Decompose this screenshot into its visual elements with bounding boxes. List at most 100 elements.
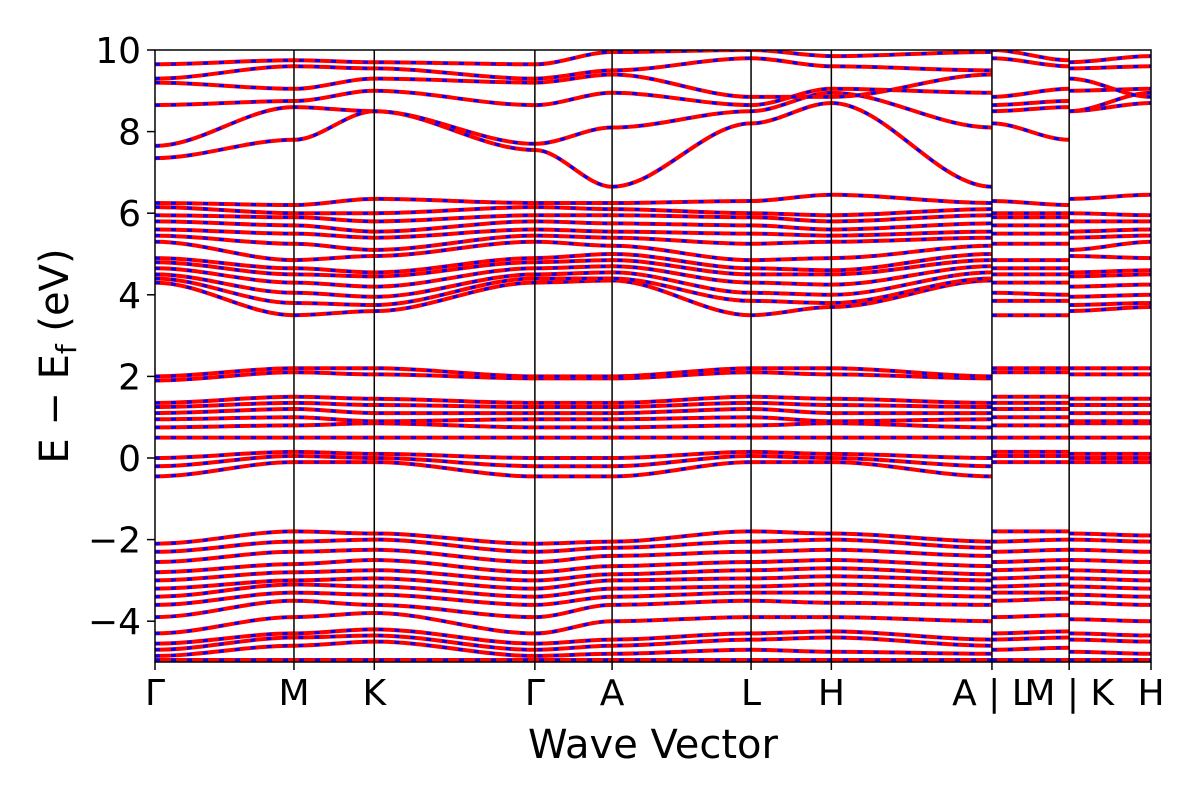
y-axis-title: E − Ef (eV) <box>32 248 83 463</box>
band-7-seg-2-red <box>1069 584 1151 591</box>
band-37-seg-2-red <box>1069 192 1151 201</box>
band-38-seg-0-red <box>155 100 992 189</box>
band-25-seg-0-red <box>155 278 992 318</box>
band-41-seg-1-red <box>991 86 1070 99</box>
band-8-seg-2-red <box>1069 576 1151 583</box>
band-32-seg-2-red <box>1069 239 1151 252</box>
band-11-seg-0-blue <box>155 548 992 564</box>
band-29-seg-2-red <box>1069 272 1151 279</box>
band-5-seg-0-red <box>155 598 992 620</box>
band-43-seg-2-red <box>1069 54 1151 65</box>
band-4-seg-0-red <box>155 610 992 636</box>
band-37-seg-1-red <box>991 199 1070 207</box>
band-1-seg-0-blue <box>155 640 992 658</box>
y-tick-label: 6 <box>118 194 141 235</box>
x-tick-label: H <box>1137 673 1164 714</box>
band-1-seg-2-red <box>1069 649 1151 656</box>
x-tick-label: A <box>600 673 625 714</box>
band-4-seg-2-red <box>1069 617 1151 624</box>
band-41-seg-0-blue <box>155 72 992 99</box>
band-11-seg-1-red <box>991 547 1070 554</box>
band-25-seg-0-blue <box>155 278 992 317</box>
y-tick-label: 8 <box>118 113 141 154</box>
band-36-seg-2-red <box>1069 211 1151 218</box>
band-39-seg-2-red <box>1069 90 1151 114</box>
y-tick-label: 4 <box>118 276 141 317</box>
y-tick-label: −2 <box>88 521 141 562</box>
y-axis-title-subscript: f <box>50 343 83 354</box>
x-axis-ticks: Γ M K Γ A L H A | LM | K H <box>145 662 1165 714</box>
band-15-seg-0-blue <box>155 454 992 468</box>
band-31-seg-0-blue <box>155 240 992 262</box>
band-31-seg-2-red <box>1069 254 1151 261</box>
x-tick-label: M | K <box>1024 673 1115 714</box>
band-27-seg-2-red <box>1069 292 1151 299</box>
band-2-seg-0-blue <box>155 633 992 652</box>
band-8-seg-1-red <box>991 574 1070 581</box>
x-axis-title: Wave Vector <box>528 722 779 768</box>
x-tick-label: K <box>362 673 387 714</box>
band-10-seg-1-red <box>991 558 1070 564</box>
band-43-seg-0-blue <box>155 50 992 66</box>
y-tick-label: 0 <box>118 439 141 480</box>
band-7-seg-0-blue <box>155 582 992 599</box>
band-6-seg-2-red <box>1069 592 1151 599</box>
band-3-seg-0-blue <box>155 627 992 646</box>
band-42-seg-2-red <box>1069 64 1151 71</box>
band-25-seg-2-red <box>1069 305 1151 314</box>
band-38-seg-0-blue <box>155 101 992 189</box>
band-28-seg-2-red <box>1069 282 1151 289</box>
band-2-seg-1-red <box>991 635 1070 642</box>
x-tick-label: L <box>741 673 761 714</box>
band-42-seg-1-red <box>991 56 1070 69</box>
y-axis-ticks: −4 −2 0 2 4 6 8 10 <box>88 31 155 643</box>
band-5-seg-1-red <box>991 596 1070 603</box>
x-tick-label: Γ <box>525 673 545 714</box>
band-30-seg-0-blue <box>155 252 992 274</box>
kpoint-lines <box>293 50 1070 662</box>
band-8-seg-0-blue <box>155 574 992 591</box>
band-40-seg-1-red <box>991 99 1070 108</box>
band-26-seg-2-red <box>1069 301 1151 307</box>
x-tick-label: A | L <box>952 673 1032 714</box>
band-14-seg-0-blue <box>155 460 992 478</box>
x-tick-label: H <box>818 673 845 714</box>
x-tick-label: M <box>278 673 309 714</box>
band-1-seg-1-red <box>991 645 1070 652</box>
x-tick-label: Γ <box>145 673 165 714</box>
band-29-seg-0-blue <box>155 258 992 278</box>
y-tick-label: 2 <box>118 357 141 398</box>
band-3-seg-1-red <box>991 629 1070 636</box>
y-axis-title-unit: (eV) <box>32 248 78 344</box>
band-6-seg-0-blue <box>155 591 992 607</box>
band-12-seg-2-red <box>1069 537 1151 544</box>
band-4-seg-1-red <box>991 613 1070 620</box>
band-30-seg-2-red <box>1069 268 1151 275</box>
band-28-seg-0-blue <box>155 264 992 289</box>
band-40-seg-0-blue <box>155 87 992 107</box>
band-9-seg-1-red <box>991 566 1070 573</box>
band-12-seg-1-red <box>991 537 1070 544</box>
band-13-seg-2-red <box>1069 531 1151 538</box>
y-axis-title-main: E − E <box>32 354 78 464</box>
band-9-seg-2-red <box>1069 568 1151 575</box>
band-13-seg-0-blue <box>155 529 992 546</box>
band-11-seg-2-red <box>1069 547 1151 554</box>
band-27-seg-1-red <box>991 290 1070 297</box>
band-33-seg-2-red <box>1069 233 1151 240</box>
bands-layer <box>155 50 1151 662</box>
band-5-seg-0-blue <box>155 599 992 619</box>
band-10-seg-2-red <box>1069 558 1151 564</box>
band-24-seg-0-blue <box>155 366 992 378</box>
band-7-seg-1-red <box>991 582 1070 589</box>
band-10-seg-0-blue <box>155 558 992 574</box>
y-tick-label: 10 <box>95 31 141 72</box>
plot-frame <box>154 49 1152 663</box>
band-5-seg-2-red <box>1069 600 1151 607</box>
band-34-seg-2-red <box>1069 227 1151 234</box>
band-3-seg-2-red <box>1069 631 1151 638</box>
band-2-seg-2-red <box>1069 637 1151 644</box>
y-tick-label: −4 <box>88 602 141 643</box>
band-41-seg-2-red <box>1069 76 1151 99</box>
